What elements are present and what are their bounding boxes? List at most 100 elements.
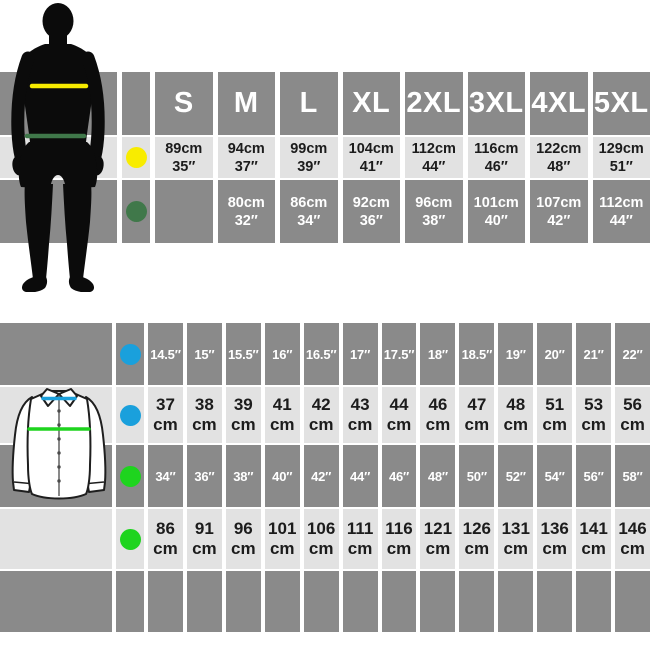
value-line: 46″: [388, 468, 410, 484]
value-line: 129cm: [598, 140, 644, 157]
value-line: 126: [462, 519, 492, 538]
chest-measurement-cell: 141 cm: [576, 509, 612, 569]
collar-measurement-cell: 20″: [537, 323, 573, 385]
value-line: 21″: [583, 346, 604, 362]
size-header-cell: L: [280, 72, 338, 135]
buttons: [57, 409, 61, 483]
chest-measurement-cell: 121 cm: [420, 509, 456, 569]
marker-cell: [116, 387, 144, 443]
value-line: 44″: [422, 158, 446, 175]
value-line: 43: [350, 395, 370, 414]
collar-measurement-cell: 53 cm: [576, 387, 612, 443]
size-header-cell: 4XL: [530, 72, 588, 135]
collar-measurement-cell: 47 cm: [459, 387, 495, 443]
value-line: 35″: [172, 158, 196, 175]
value-line: cm: [386, 539, 412, 558]
empty-cell: [615, 571, 650, 632]
value-line: 58″: [622, 468, 643, 484]
value-line: 5XL: [593, 87, 649, 119]
chest-measurement-cell: 36″: [186, 445, 222, 507]
chest-measurement-cell: 50″: [459, 445, 495, 507]
chest-measurement-cell: 52″: [498, 445, 534, 507]
value-line: 41: [272, 395, 292, 414]
waist-measurement-cell: 112cm 44″: [592, 180, 650, 243]
value-line: 99cm: [290, 140, 328, 157]
value-line: cm: [153, 539, 178, 558]
collar-measurement-cell: 18.5″: [459, 323, 495, 385]
value-line: 39″: [297, 158, 321, 175]
chest-measurement-cell: 101 cm: [264, 509, 300, 569]
value-line: 46: [428, 395, 448, 414]
value-line: 22″: [622, 346, 643, 362]
left-cuff-line: [13, 481, 31, 485]
value-line: cm: [503, 539, 529, 558]
value-line: 37″: [234, 158, 258, 175]
collar-measurement-cell: 51 cm: [537, 387, 573, 443]
value-line: 32″: [234, 212, 258, 229]
chest-measurement-cell: 104cm 41″: [342, 137, 400, 178]
shorts: [18, 142, 98, 189]
value-line: 54″: [544, 468, 565, 484]
value-line: 112cm: [411, 140, 456, 157]
value-line: 53: [584, 395, 604, 414]
shirt-figure: [11, 388, 107, 500]
value-line: 40″: [484, 212, 508, 229]
chest-measurement-cell: 56″: [576, 445, 612, 507]
waist-measurement-cell: [155, 180, 213, 243]
value-line: 44″: [350, 468, 371, 484]
value-line: 94cm: [227, 140, 265, 157]
collar-measurement-cell: 15″: [186, 323, 222, 385]
left-foot: [22, 277, 48, 292]
value-line: S: [173, 87, 194, 119]
empty-cell: [498, 571, 534, 632]
collar-measurement-cell: 15.5″: [225, 323, 261, 385]
value-line: 36″: [359, 212, 383, 229]
empty-cell: [264, 571, 300, 632]
value-line: 4XL: [531, 87, 587, 119]
value-line: cm: [308, 415, 334, 434]
chest-measurement-cell: 48″: [420, 445, 456, 507]
value-line: 48″: [547, 158, 571, 175]
size-header-cell: S: [155, 72, 213, 135]
value-line: 136: [540, 519, 569, 538]
value-line: cm: [269, 539, 295, 558]
value-line: 91: [194, 519, 214, 538]
value-line: 107cm: [536, 194, 582, 211]
size-header-cell: M: [217, 72, 275, 135]
value-line: 15″: [194, 346, 215, 362]
value-line: 18.5″: [461, 346, 493, 362]
value-line: 34″: [155, 468, 176, 484]
chest-measurement-cell: 38″: [225, 445, 261, 507]
value-line: 51″: [609, 158, 633, 175]
empty-cell: [420, 571, 456, 632]
right-leg: [63, 184, 92, 279]
chest-measurement-cell: 34″: [148, 445, 183, 507]
value-line: 146: [618, 519, 647, 538]
chest-measurement-cell: 96 cm: [225, 509, 261, 569]
chest-measurement-cell: 131 cm: [498, 509, 534, 569]
size-header-cell: 5XL: [592, 72, 650, 135]
collar-measurement-cell: 48 cm: [498, 387, 534, 443]
chest-measurement-cell: 94cm 37″: [217, 137, 275, 178]
chest-measurement-cell: 58″: [615, 445, 650, 507]
value-line: 16.5″: [305, 346, 337, 362]
value-line: cm: [581, 415, 606, 434]
chest-marker-dot: [119, 465, 141, 487]
value-line: XL: [352, 87, 391, 119]
chest-measurement-cell: 146 cm: [615, 509, 650, 569]
value-line: 89cm: [165, 140, 203, 157]
left-arm: [11, 51, 35, 163]
collar-measurement-cell: 21″: [576, 323, 612, 385]
value-line: 106: [306, 519, 336, 538]
figure-backdrop: [0, 509, 112, 569]
marker-cell: [116, 445, 144, 507]
figure-backdrop: [0, 180, 117, 243]
value-line: M: [233, 87, 259, 119]
collar-measurement-cell: 42 cm: [303, 387, 339, 443]
chest-measurement-cell: 126 cm: [459, 509, 495, 569]
value-line: cm: [347, 415, 373, 434]
chest-measurement-cell: 40″: [264, 445, 300, 507]
value-line: 17″: [350, 346, 371, 362]
figure-backdrop: [0, 571, 112, 632]
value-line: 92cm: [352, 194, 390, 211]
